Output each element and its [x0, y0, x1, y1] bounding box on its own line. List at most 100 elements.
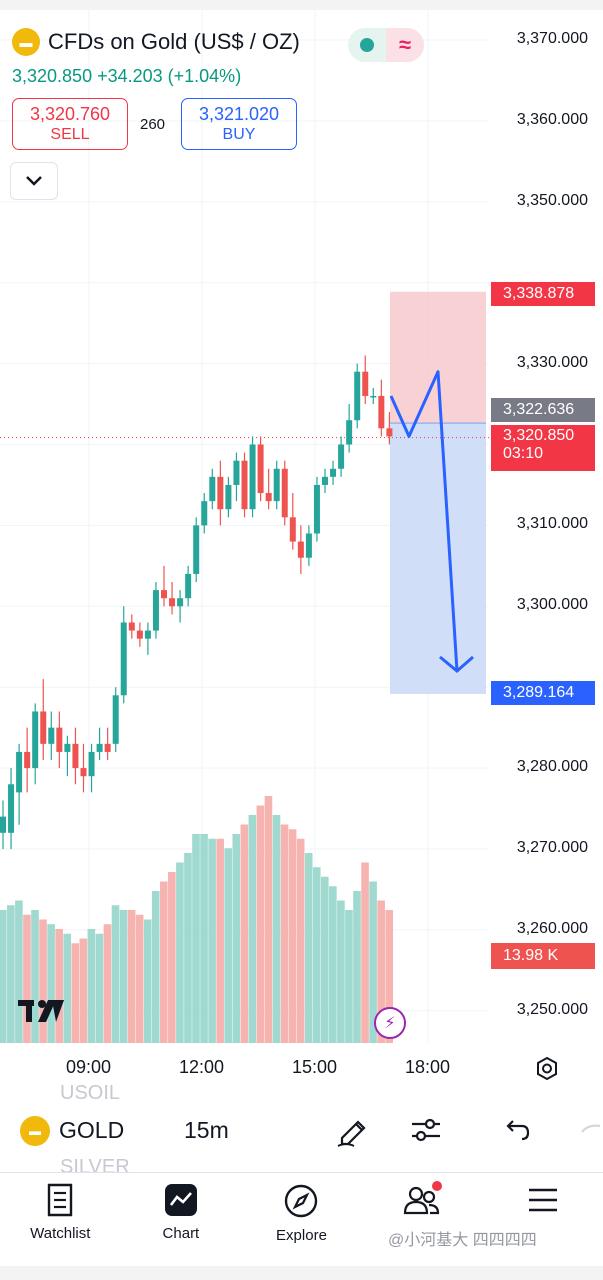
undo-icon[interactable]: [500, 1112, 532, 1148]
position-zones[interactable]: [0, 291, 490, 694]
system-nav-bar: [0, 1266, 603, 1280]
volume-bar: [143, 919, 152, 1043]
candle-body: [72, 743, 79, 769]
nav-label: Explore: [276, 1227, 327, 1244]
volume-bar: [216, 838, 224, 1043]
volume-bar: [369, 881, 377, 1043]
volume-bar: [7, 905, 15, 1043]
candle-body: [112, 695, 119, 744]
candle-body: [177, 598, 184, 607]
candle-body: [32, 711, 39, 769]
nav-chart[interactable]: Chart: [121, 1173, 242, 1253]
candle-body: [370, 395, 377, 398]
price-tick-label: 3,300.000: [516, 596, 588, 614]
lightning-icon[interactable]: ⚡: [374, 1007, 406, 1039]
volume-bar: [296, 838, 305, 1043]
volume-bar: [87, 929, 96, 1043]
candle-body: [56, 727, 63, 752]
volume-bar: [304, 853, 313, 1043]
symbol-selector[interactable]: GOLD: [59, 1117, 125, 1143]
candle-body: [0, 816, 6, 833]
candle-body: [169, 598, 176, 607]
volume-bar: [224, 848, 232, 1043]
volume-bar: [119, 910, 128, 1043]
redo-icon[interactable]: [578, 1112, 603, 1148]
market-open-dot-icon: [360, 38, 374, 52]
time-tick-label: 18:00: [405, 1057, 451, 1077]
volume-bar: [329, 886, 337, 1043]
price-tick-label: 3,310.000: [516, 515, 588, 533]
chart-icon: [164, 1184, 197, 1216]
tradingview-logo-icon: [18, 1000, 64, 1022]
time-tick-label: 12:00: [179, 1057, 225, 1077]
indicator-sliders-icon[interactable]: [408, 1112, 444, 1148]
volume-bar: [0, 910, 7, 1043]
price-tick-label: 3,250.000: [516, 1000, 588, 1018]
candle-body: [346, 420, 353, 445]
chart-settings-icon[interactable]: [533, 1055, 561, 1083]
candle-body: [330, 468, 337, 477]
nav-explore[interactable]: Explore: [241, 1173, 362, 1253]
volume-bar: [15, 900, 23, 1043]
price-tick-label: 3,350.000: [516, 191, 588, 209]
candle-body: [281, 468, 288, 518]
buy-button[interactable]: 3,321.020 BUY: [181, 98, 297, 150]
volume-bar: [23, 914, 31, 1043]
symbol-header[interactable]: ▬ CFDs on Gold (US$ / OZ): [12, 28, 300, 56]
nav-community[interactable]: [362, 1173, 483, 1253]
nav-label: Chart: [162, 1225, 200, 1242]
price-tick-label: 3,260.000: [516, 919, 588, 937]
candle-body: [80, 768, 87, 777]
candlesticks: [0, 355, 393, 849]
nav-menu[interactable]: [482, 1173, 603, 1253]
volume-bar: [272, 815, 281, 1043]
volume-bar: [240, 824, 249, 1043]
volume-bar: [71, 943, 80, 1043]
candle-body: [24, 751, 31, 769]
interval-selector[interactable]: 15m: [184, 1117, 229, 1143]
candle-body: [96, 743, 103, 752]
candle-body: [257, 444, 264, 494]
volume-bar: [176, 862, 184, 1043]
volume-bar: [184, 853, 192, 1043]
price-change: 3,320.850 +34.203 (+1.04%): [12, 66, 242, 86]
candle-body: [322, 476, 328, 485]
candle-body: [120, 622, 127, 696]
current-price: 3,320.850: [503, 427, 575, 444]
volume-bar: [103, 924, 112, 1043]
volume-bar: [248, 815, 257, 1043]
symbol-toolbar: [0, 1108, 603, 1156]
candle-body: [217, 476, 224, 510]
volume-bar: [79, 938, 88, 1043]
volume-bar: [160, 881, 168, 1043]
compass-icon: [285, 1184, 318, 1218]
candle-body: [265, 493, 272, 502]
candle-body: [386, 428, 393, 437]
price-tick-label: 3,270.000: [516, 839, 588, 856]
price-tick-label: 3,370.000: [516, 30, 588, 47]
candle-body: [313, 484, 320, 534]
candle-body: [48, 727, 55, 744]
collapse-button[interactable]: [10, 162, 58, 200]
menu-icon: [528, 1188, 557, 1212]
symbol-title: CFDs on Gold (US$ / OZ): [48, 29, 300, 54]
volume-bar: [55, 929, 63, 1043]
projection-arrow[interactable]: [389, 370, 474, 673]
volume-bar: [63, 933, 71, 1043]
candle-body: [305, 533, 312, 558]
volume-bar: [264, 796, 273, 1043]
pencil-draw-icon[interactable]: [334, 1112, 370, 1148]
volume-bar: [151, 891, 160, 1043]
take-profit-zone: [390, 423, 486, 694]
candle-body: [297, 541, 304, 558]
notification-dot: [431, 1181, 442, 1191]
nav-watchlist[interactable]: Watchlist: [0, 1173, 121, 1253]
volume-bar: [256, 805, 265, 1043]
price-chart[interactable]: [0, 0, 603, 1045]
candle-body: [152, 590, 159, 631]
market-status-pill[interactable]: ≈: [348, 28, 424, 62]
bottom-navigation: Watchlist Chart Explore: [0, 1173, 603, 1253]
target-price-tag: 3,289.164: [491, 681, 595, 705]
sell-button[interactable]: 3,320.760 SELL: [12, 98, 128, 150]
watermark: @小河基大 四四四四: [388, 1232, 537, 1249]
